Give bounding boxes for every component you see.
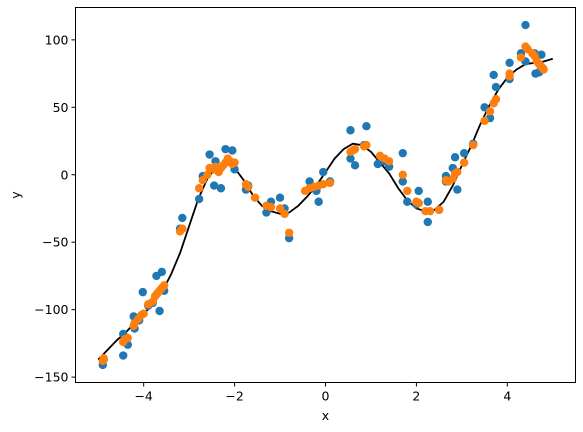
observed-point-49: [403, 197, 412, 206]
observed-point-40: [346, 126, 355, 135]
x-tick-label-4: 4: [503, 389, 511, 404]
observed-point-2: [119, 351, 128, 360]
predicted-point-60: [425, 206, 435, 216]
x-tick-label-2: 0: [322, 389, 330, 404]
x-axis-label: x: [322, 408, 329, 423]
plot-area: [97, 20, 554, 370]
observed-point-69: [521, 20, 530, 30]
predicted-point-69: [480, 116, 489, 126]
predicted-point-66: [453, 167, 462, 177]
observed-point-18: [194, 194, 204, 204]
observed-point-21: [209, 181, 219, 190]
predicted-point-39: [280, 209, 289, 219]
observed-point-44: [373, 159, 382, 169]
predicted-point-75: [516, 53, 526, 62]
observed-point-58: [450, 153, 460, 162]
observed-point-13: [155, 306, 164, 316]
observed-point-17: [178, 213, 187, 223]
observed-series: [98, 20, 547, 370]
y-tick-label-5: 100: [45, 32, 69, 47]
predicted-point-4: [123, 333, 132, 343]
predicted-point-37: [266, 202, 276, 212]
observed-point-37: [319, 167, 328, 177]
predicted-point-9: [139, 309, 148, 318]
y-tick-label-0: −150: [34, 370, 68, 385]
observed-point-53: [423, 217, 432, 227]
y-tick-label-3: 0: [61, 167, 69, 182]
observed-point-25: [228, 146, 237, 155]
predicted-point-45: [319, 180, 328, 189]
predicted-point-83: [539, 65, 548, 74]
observed-point-8: [138, 287, 147, 297]
observed-point-20: [205, 150, 214, 159]
y-tick-label-1: −100: [34, 302, 68, 317]
predicted-point-16: [159, 281, 169, 290]
observed-point-24: [221, 144, 230, 154]
observed-point-60: [459, 148, 469, 158]
observed-point-65: [491, 82, 501, 92]
y-tick-label-2: −50: [42, 235, 68, 250]
predicted-point-70: [485, 107, 495, 116]
predicted-point-56: [403, 186, 412, 196]
predicted-point-34: [244, 182, 253, 192]
predicted-point-68: [469, 140, 478, 150]
observed-point-36: [314, 197, 323, 206]
observed-point-59: [453, 185, 462, 194]
observed-point-14: [157, 267, 167, 277]
predicted-point-58: [414, 198, 423, 208]
predicted-point-21: [203, 170, 212, 179]
observed-point-52: [423, 197, 432, 206]
y-axis-label: y: [8, 191, 23, 199]
x-tick-label-1: −2: [225, 389, 243, 404]
y-tick-label-4: 50: [53, 100, 69, 115]
observed-point-51: [414, 186, 423, 196]
predicted-point-74: [505, 69, 514, 78]
predicted-point-46: [325, 178, 335, 188]
predicted-point-40: [284, 228, 294, 237]
observed-point-48: [398, 177, 407, 186]
observed-point-64: [489, 70, 498, 80]
predicted-point-18: [178, 224, 187, 233]
predicted-point-61: [434, 205, 444, 215]
axes-frame: [75, 7, 576, 383]
predicted-point-35: [250, 193, 260, 202]
observed-point-67: [505, 58, 514, 68]
predicted-point-32: [230, 158, 239, 167]
predicted-point-51: [362, 140, 371, 150]
x-tick-label-0: −4: [134, 389, 152, 404]
observed-point-74: [537, 50, 546, 59]
predicted-point-55: [398, 170, 407, 179]
observed-point-41: [350, 161, 360, 170]
y-axis: −150 −100 −50 0 50 100: [34, 32, 76, 385]
observed-point-47: [398, 148, 407, 158]
predicted-point-67: [459, 158, 469, 167]
observed-point-31: [275, 193, 285, 202]
x-axis: −4 −2 0 2 4: [134, 382, 511, 404]
predicted-point-54: [384, 157, 394, 166]
x-tick-label-3: 2: [412, 389, 420, 404]
predicted-point-72: [491, 95, 501, 104]
predicted-point-1: [99, 354, 108, 363]
observed-point-23: [216, 184, 226, 193]
predicted-point-49: [350, 144, 360, 154]
observed-point-43: [362, 122, 371, 131]
predicted-series: [98, 42, 548, 366]
predicted-point-19: [194, 184, 204, 193]
observed-point-39: [346, 154, 355, 163]
